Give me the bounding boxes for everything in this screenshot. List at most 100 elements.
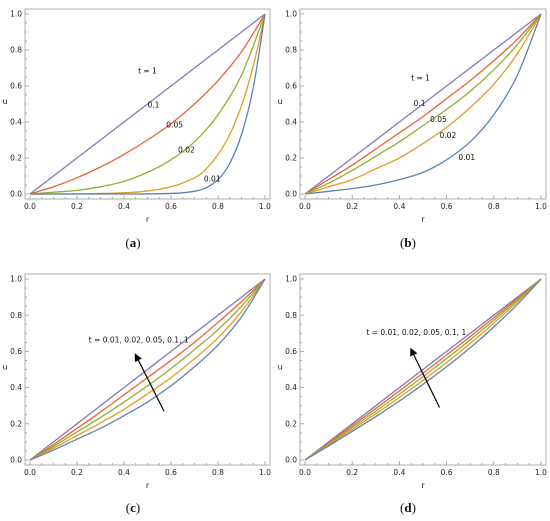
y-tick-label: 1.0 (285, 275, 297, 284)
y-tick-label: 0.6 (285, 82, 297, 91)
caption-letter: d (404, 500, 412, 515)
panel-d: 0.0 0.2 0.4 0.6 0.8 1.0 0.0 0.2 0.4 0.6 0.8 1.0 r u t … (277, 273, 547, 515)
y-tick-label: 0.4 (10, 118, 22, 127)
y-tick-label: 0.8 (285, 311, 297, 320)
series-line (304, 13, 542, 195)
panel-b: 0.0 0.2 0.4 0.6 0.8 1.0 0.0 0.2 0.4 0.6 0.8 1.0 r u t … (277, 8, 547, 250)
y-tick-label: 0.2 (285, 154, 297, 163)
series-line (29, 13, 266, 195)
y-axis-label: u (2, 97, 7, 106)
annotation-label: 0.05 (166, 120, 183, 129)
panel-c: 0.0 0.2 0.4 0.6 0.8 1.0 0.0 0.2 0.4 0.6 0.8 1.0 r u t … (2, 273, 271, 515)
y-tick-label: 1.0 (10, 275, 22, 284)
series-line (29, 13, 266, 195)
y-tick-label: 0.6 (10, 347, 22, 356)
y-tick-label: 0.2 (10, 154, 22, 163)
x-tick-label: 0.6 (165, 468, 177, 477)
y-axis-label: u (277, 363, 282, 372)
x-tick-label: 0.8 (488, 468, 500, 477)
series-line (29, 13, 266, 195)
panel-a: 0.0 0.2 0.4 0.6 0.8 1.0 0.0 0.2 0.4 0.6 0.8 1.0 r u t … (2, 8, 271, 250)
y-axis-label: u (2, 363, 7, 372)
series-line (29, 278, 266, 461)
x-tick-label: 0.6 (165, 202, 177, 211)
caption-open-paren: ( (126, 500, 130, 515)
y-tick-label: 0.0 (10, 190, 22, 199)
annotation-label: t = 0.01, 0.02, 0.05, 0.1, 1 (89, 335, 189, 344)
series-line (29, 278, 266, 461)
y-tick-label: 0.4 (285, 383, 297, 392)
series-line (29, 278, 266, 461)
annotation-label: t = 1 (138, 66, 157, 75)
series-line (304, 13, 542, 195)
caption-close-paren: ) (136, 235, 140, 250)
caption-letter: a (130, 235, 137, 250)
annotation-label: 0.1 (414, 99, 426, 108)
y-tick-label: 0.8 (10, 46, 22, 55)
x-axis-label: r (146, 215, 150, 224)
y-tick-label: 0.2 (285, 419, 297, 428)
panel-caption: (c) (126, 500, 140, 515)
x-tick-label: 0.6 (441, 202, 453, 211)
x-tick-label: 0.0 (24, 468, 36, 477)
annotation-label: 0.01 (204, 174, 221, 183)
x-axis-label: r (421, 481, 425, 490)
y-tick-label: 0.4 (10, 383, 22, 392)
y-tick-label: 0.2 (10, 419, 22, 428)
caption-open-paren: ( (400, 500, 404, 515)
series-line (304, 278, 542, 461)
x-tick-label: 0.4 (393, 202, 405, 211)
annotation-label: t = 1 (411, 74, 430, 83)
annotation-label: 0.01 (458, 153, 475, 162)
x-axis-label: r (146, 481, 150, 490)
y-tick-label: 1.0 (10, 10, 22, 19)
annotation-label: 0.1 (148, 101, 160, 110)
x-tick-label: 0.8 (212, 468, 224, 477)
x-tick-label: 0.6 (441, 468, 453, 477)
x-tick-label: 1.0 (259, 202, 271, 211)
x-tick-label: 1.0 (535, 468, 547, 477)
annotation-label: t = 0.01, 0.02, 0.05, 0.1, 1 (366, 328, 466, 337)
x-tick-label: 0.2 (346, 202, 358, 211)
caption-letter: c (130, 500, 136, 515)
series-line (29, 13, 266, 195)
caption-open-paren: ( (400, 235, 404, 250)
series-line (29, 13, 266, 195)
y-tick-label: 0.6 (10, 82, 22, 91)
annotation-label: 0.05 (430, 115, 447, 124)
caption-close-paren: ) (412, 235, 416, 250)
x-tick-label: 0.8 (488, 202, 500, 211)
x-tick-label: 1.0 (259, 468, 271, 477)
x-tick-label: 0.4 (118, 468, 130, 477)
x-tick-label: 0.2 (71, 202, 83, 211)
series-line (304, 13, 542, 195)
x-tick-label: 1.0 (535, 202, 547, 211)
x-tick-label: 0.0 (299, 202, 311, 211)
panel-caption: (b) (400, 235, 416, 250)
x-axis-label: r (421, 215, 425, 224)
y-tick-label: 0.6 (285, 347, 297, 356)
x-tick-label: 0.0 (299, 468, 311, 477)
series-line (304, 278, 542, 461)
caption-letter: b (404, 235, 411, 250)
x-tick-label: 0.4 (118, 202, 130, 211)
caption-close-paren: ) (136, 500, 140, 515)
direction-arrow (134, 353, 165, 412)
annotation-label: 0.02 (440, 131, 457, 140)
y-axis-label: u (277, 97, 282, 106)
x-tick-label: 0.8 (212, 202, 224, 211)
panel-caption: (a) (125, 235, 140, 250)
y-tick-label: 1.0 (285, 10, 297, 19)
x-tick-label: 0.2 (71, 468, 83, 477)
series-line (304, 278, 542, 461)
y-tick-label: 0.8 (10, 311, 22, 320)
y-tick-label: 0.0 (285, 190, 297, 199)
x-tick-label: 0.0 (24, 202, 36, 211)
annotation-label: 0.02 (178, 146, 195, 155)
y-tick-label: 0.0 (285, 456, 297, 465)
x-tick-label: 0.4 (393, 468, 405, 477)
x-tick-label: 0.2 (346, 468, 358, 477)
y-tick-label: 0.4 (285, 118, 297, 127)
series-line (304, 13, 542, 195)
